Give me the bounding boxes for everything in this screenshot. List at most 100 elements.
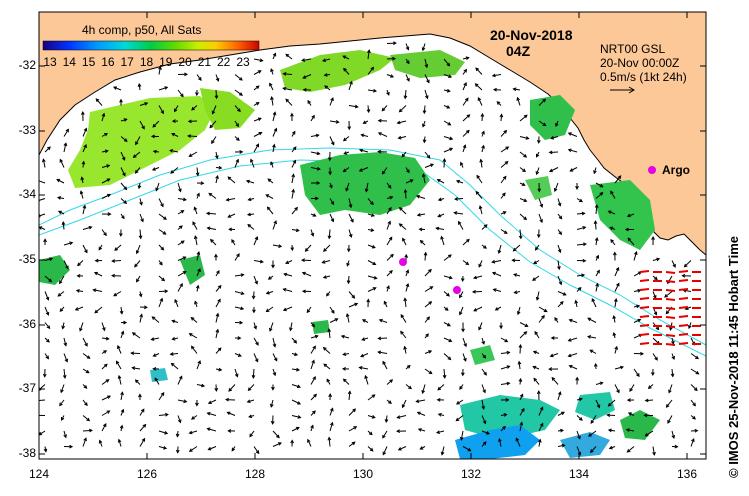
current-vector-arrowhead	[39, 401, 40, 402]
current-vector-arrow	[590, 446, 597, 453]
current-vector-arrow	[538, 423, 544, 432]
current-vector-arrow	[80, 191, 84, 199]
current-vector-arrowhead	[297, 401, 302, 405]
current-vector-arrowhead	[517, 360, 522, 365]
current-vector-arrow	[196, 74, 202, 81]
current-vector-arrow	[549, 151, 559, 153]
current-vector-arrowhead	[235, 123, 239, 128]
current-vector-arrowhead	[372, 287, 377, 291]
current-key-line1: NRT00 GSL	[600, 42, 666, 56]
current-vector-arrowhead	[449, 147, 454, 152]
radar-vector	[678, 324, 689, 327]
current-vector-arrowhead	[426, 316, 430, 321]
current-vector-arrowhead	[61, 325, 66, 330]
current-vector-arrowhead	[271, 386, 275, 391]
current-vector-arrow	[405, 74, 410, 82]
current-vector-arrowhead	[569, 168, 574, 172]
current-vector-arrow	[443, 58, 450, 67]
current-vector-arrowhead	[321, 58, 327, 62]
current-vector-arrowhead	[654, 356, 658, 361]
current-vector-arrowhead	[446, 105, 451, 109]
current-vector-arrow	[633, 251, 637, 261]
current-vector-arrowhead	[282, 307, 287, 312]
current-vector-arrowhead	[246, 399, 251, 403]
current-vector-arrowhead	[237, 353, 242, 357]
current-vector-arrow	[196, 251, 200, 261]
current-vector-arrow	[44, 258, 53, 261]
current-vector-arrowhead	[346, 262, 350, 267]
current-vector-arrowhead	[406, 169, 410, 174]
radar-vector	[639, 324, 650, 327]
current-vector-arrowhead	[671, 355, 675, 360]
current-vector-arrowhead	[340, 334, 345, 339]
current-vector-arrow	[246, 180, 255, 184]
current-vector-arrow	[690, 353, 699, 359]
current-vector-arrow	[575, 300, 578, 308]
current-vector-arrow	[291, 415, 301, 418]
current-vector-arrow	[310, 151, 320, 155]
current-vector-arrowhead	[416, 213, 421, 217]
current-vector-arrow	[481, 145, 485, 153]
current-vector-arrow	[570, 167, 578, 172]
current-vector-arrowhead	[629, 388, 633, 392]
current-vector-arrowhead	[102, 327, 106, 332]
current-vector-arrow	[576, 430, 581, 439]
current-vector-arrowhead	[293, 339, 298, 344]
current-vector-arrowhead	[144, 102, 149, 106]
current-vector-arrowhead	[358, 366, 363, 370]
current-vector-arrow	[63, 353, 68, 362]
current-vector-arrowhead	[532, 350, 537, 355]
current-vector-arrowhead	[207, 400, 212, 404]
current-vector-arrow	[364, 375, 369, 385]
current-vector-arrowhead	[171, 336, 176, 341]
current-vector-arrow	[170, 353, 179, 355]
current-vector-arrow	[272, 220, 277, 230]
current-vector-arrow	[267, 206, 274, 215]
current-vector-arrowhead	[234, 373, 239, 378]
current-vector-arrowhead	[409, 179, 414, 183]
current-vector-arrow	[158, 229, 166, 235]
current-vector-arrowhead	[383, 300, 388, 305]
current-vector-arrow	[627, 213, 635, 217]
current-vector-arrowhead	[121, 156, 126, 161]
current-vector-arrow	[367, 50, 370, 60]
current-vector-arrow	[348, 198, 352, 208]
current-vector-arrowhead	[537, 188, 542, 193]
current-vector-arrowhead	[200, 181, 205, 186]
colorbar-tick-label: 23	[236, 55, 250, 69]
radar-vector	[639, 306, 650, 309]
current-vector-arrow	[177, 89, 184, 97]
current-vector-arrowhead	[567, 338, 572, 342]
current-vector-arrowhead	[179, 375, 183, 380]
current-vector-arrowhead	[314, 196, 319, 201]
current-vector-arrowhead	[311, 323, 316, 328]
current-vector-arrowhead	[506, 365, 511, 369]
current-vector-arrow	[443, 136, 453, 140]
current-vector-arrow	[101, 363, 108, 370]
current-vector-arrowhead	[254, 358, 259, 363]
current-vector-arrowhead	[607, 402, 612, 407]
map-date: 20-Nov-2018	[490, 27, 573, 43]
current-vector-arrow	[174, 299, 179, 308]
current-vector-arrow	[652, 291, 657, 299]
current-vector-arrowhead	[302, 87, 307, 92]
current-vector-arrowhead	[290, 112, 294, 117]
current-vector-arrowhead	[206, 411, 211, 416]
current-vector-arrow	[234, 368, 238, 377]
current-vector-arrow	[171, 363, 179, 370]
current-vector-arrowhead	[214, 95, 219, 100]
current-vector-arrowhead	[187, 119, 192, 124]
current-vector-arrowhead	[45, 355, 49, 360]
current-vector-arrow	[455, 415, 464, 421]
current-vector-arrow	[500, 176, 507, 184]
current-vector-arrowhead	[282, 86, 287, 91]
current-vector-arrowhead	[505, 146, 510, 150]
current-vector-arrow	[424, 163, 434, 168]
current-vector-arrow	[270, 399, 274, 407]
current-vector-arrowhead	[444, 307, 449, 311]
current-vector-arrowhead	[616, 282, 620, 287]
current-vector-arrowhead	[532, 365, 537, 370]
current-vector-arrowhead	[289, 327, 293, 332]
current-vector-arrowhead	[347, 390, 352, 395]
current-vector-arrow	[500, 130, 507, 137]
